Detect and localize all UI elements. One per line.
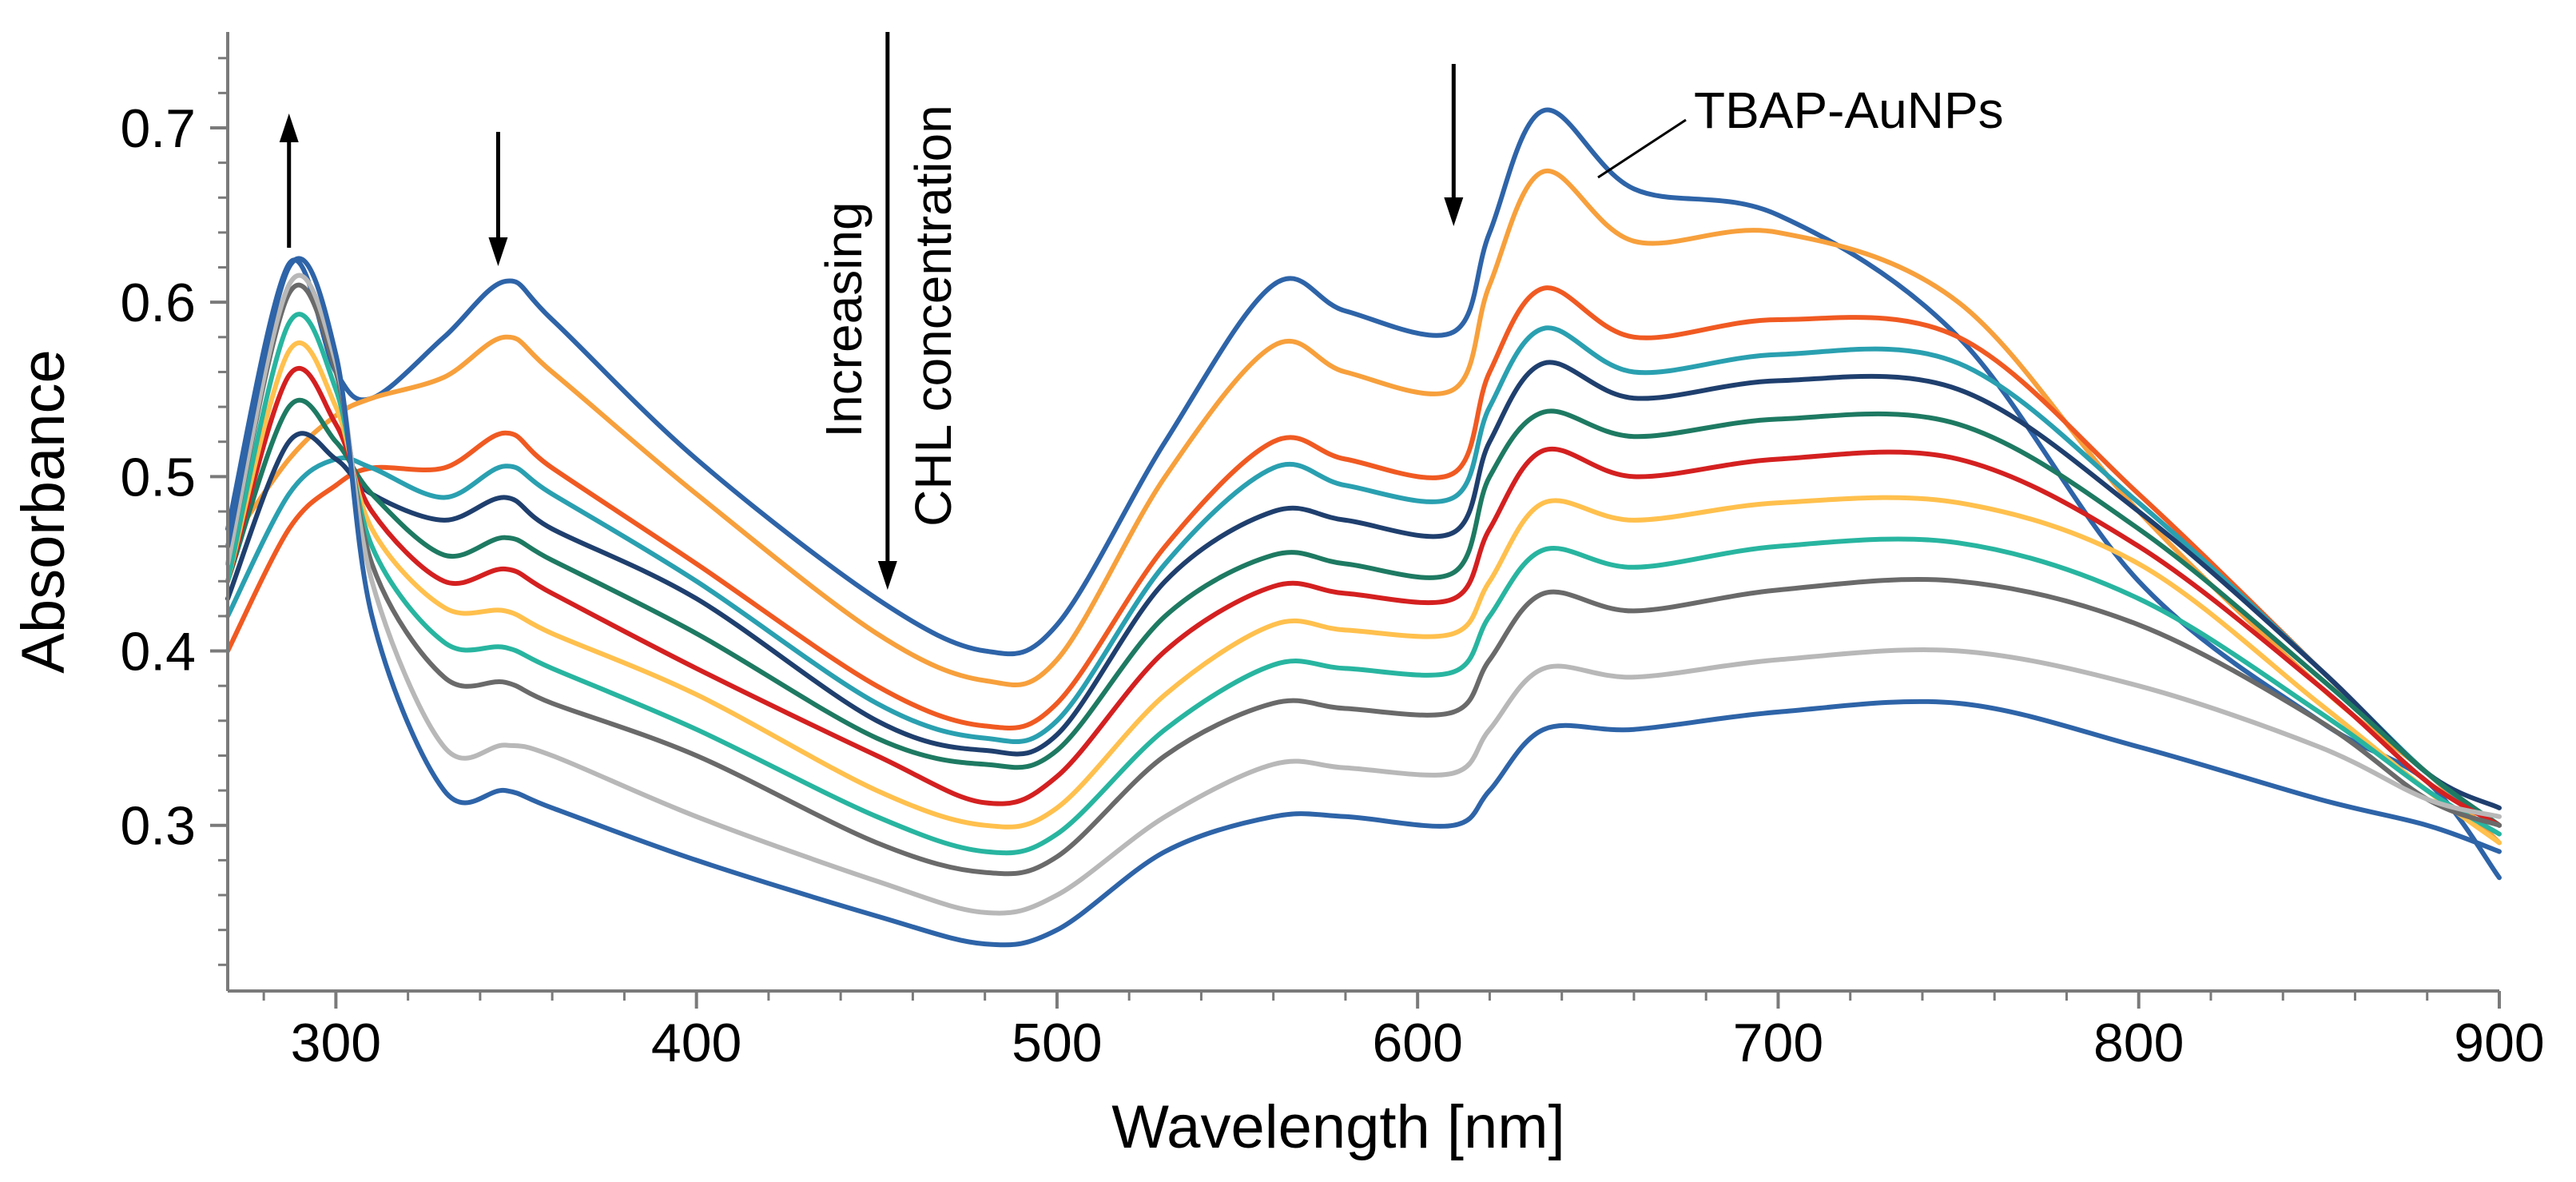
tick-labels-layer: 300 400 500 600 700 800 900 0.3 0.4 0.5 0.6 0.7 xyxy=(120,98,2544,1073)
annotation-chl-concentration: CHL concentration xyxy=(904,105,962,527)
series-line-7 xyxy=(225,366,2502,828)
arrow-head xyxy=(877,561,897,590)
arrow-down xyxy=(877,32,897,590)
series-line-10 xyxy=(225,282,2502,877)
y-tick-label: 0.5 xyxy=(120,447,196,507)
x-tick-label: 700 xyxy=(1733,1013,1823,1073)
x-tick-label: 500 xyxy=(1012,1013,1102,1073)
x-tick-label: 800 xyxy=(2093,1013,2184,1073)
arrow-up xyxy=(279,113,299,248)
series-line-9 xyxy=(225,312,2502,856)
annotation-increasing: Increasing xyxy=(815,201,873,437)
series-line-3 xyxy=(225,285,2502,828)
x-tick-label: 400 xyxy=(651,1013,741,1073)
y-tick-label: 0.4 xyxy=(120,622,196,683)
arrow-down xyxy=(488,132,508,266)
arrow-head xyxy=(1444,197,1464,226)
leader-line xyxy=(1597,118,1687,179)
series-layer xyxy=(225,107,2502,948)
y-axis-title: Absorbance xyxy=(10,349,78,674)
annotations: TBAP-AuNPs Increasing CHL concentration xyxy=(279,32,2004,590)
series-line-5 xyxy=(225,360,2502,810)
series-line-2 xyxy=(225,168,2502,846)
series-line-8 xyxy=(225,340,2502,846)
y-tick-label: 0.7 xyxy=(120,98,196,159)
arrow-down xyxy=(1444,64,1464,226)
series-line-6 xyxy=(225,397,2502,828)
series-line-11 xyxy=(225,273,2502,916)
series-line-1 xyxy=(225,107,2502,881)
arrow-head xyxy=(279,113,299,142)
series-line-12 xyxy=(225,256,2502,948)
series-label-tbap-aunps: TBAP-AuNPs xyxy=(1694,82,2004,139)
x-tick-label: 900 xyxy=(2454,1013,2544,1073)
x-tick-label: 300 xyxy=(291,1013,381,1073)
y-tick-label: 0.6 xyxy=(120,273,196,333)
arrow-head xyxy=(488,237,508,266)
series-line-4 xyxy=(225,325,2502,828)
ticks-layer xyxy=(210,57,2501,1009)
x-axis-title: Wavelength [nm] xyxy=(1111,1093,1564,1161)
x-tick-label: 600 xyxy=(1372,1013,1462,1073)
arrows-layer xyxy=(279,32,1464,590)
y-tick-label: 0.3 xyxy=(120,796,196,857)
